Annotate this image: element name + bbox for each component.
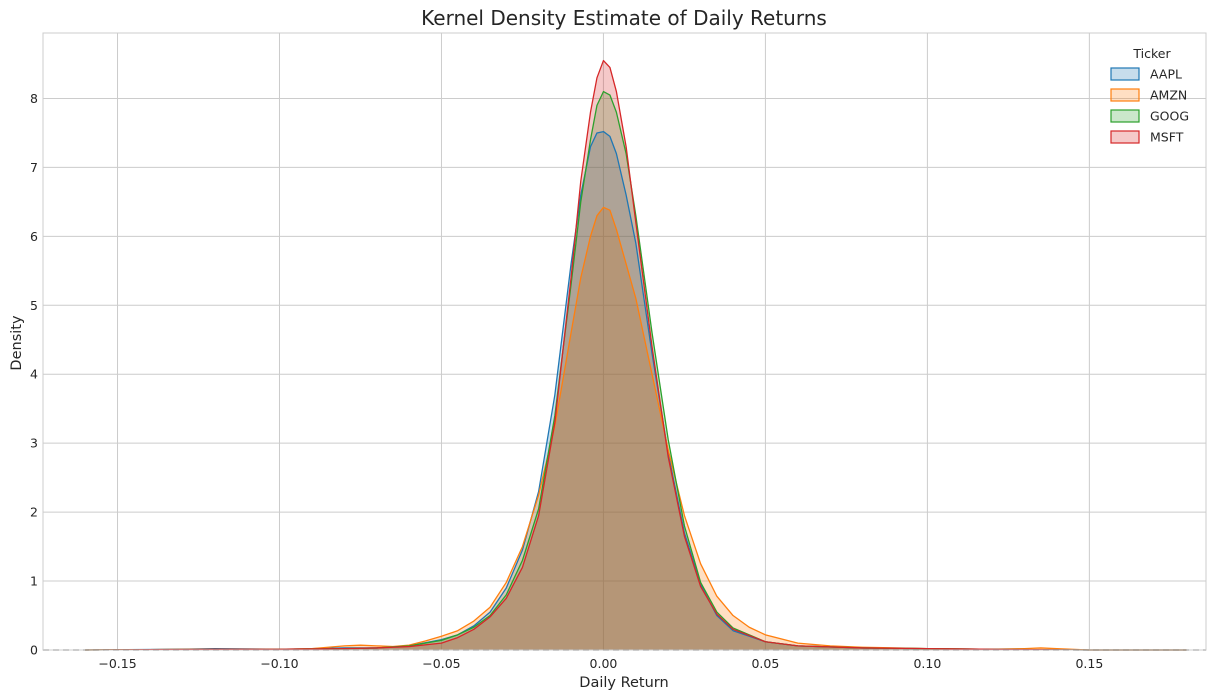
x-tick-label: 0.00: [590, 656, 618, 671]
line-amzn: [85, 206, 1187, 651]
legend-swatch: [1110, 67, 1140, 81]
legend[interactable]: Ticker AAPL AMZN GOOG MSFT: [1110, 46, 1189, 145]
legend-title: Ticker: [1132, 46, 1171, 61]
legend-swatch: [1110, 130, 1140, 144]
y-tick-label: 6: [30, 229, 38, 244]
x-tick-label: 0.05: [751, 656, 779, 671]
legend-label: MSFT: [1150, 130, 1184, 145]
legend-item-aapl[interactable]: AAPL: [1110, 67, 1182, 82]
y-tick-label: 2: [30, 505, 38, 520]
x-axis-label: Daily Return: [579, 675, 668, 691]
y-tick-label: 5: [30, 298, 38, 313]
legend-swatch: [1110, 109, 1140, 123]
legend-swatch: [1110, 88, 1140, 102]
y-tick-label: 7: [30, 160, 38, 175]
x-tick-label: −0.05: [422, 656, 460, 671]
area-amzn: [85, 207, 1187, 650]
legend-item-amzn[interactable]: AMZN: [1110, 88, 1187, 103]
area-aapl: [85, 131, 1187, 650]
x-tick-label: 0.15: [1075, 656, 1103, 671]
chart-title: Kernel Density Estimate of Daily Returns: [421, 6, 827, 30]
legend-label: AMZN: [1150, 88, 1187, 103]
x-tick-label: −0.10: [260, 656, 298, 671]
area-msft: [85, 60, 1187, 650]
y-tick-label: 0: [30, 643, 38, 658]
density-lines: [85, 59, 1187, 651]
x-tick-label: 0.10: [913, 656, 941, 671]
tick-labels: −0.15 −0.10 −0.05 0.00 0.05 0.10 0.15 0 1 2 3 4 5 6 7 8: [30, 91, 1103, 671]
legend-item-msft[interactable]: MSFT: [1110, 130, 1184, 145]
y-tick-label: 3: [30, 436, 38, 451]
density-areas: [85, 60, 1187, 651]
x-tick-label: −0.15: [98, 656, 136, 671]
legend-label: AAPL: [1150, 67, 1182, 82]
y-tick-label: 1: [30, 574, 38, 589]
y-axis-label: Density: [9, 315, 25, 371]
area-goog: [85, 91, 1187, 651]
y-tick-label: 8: [30, 91, 38, 106]
y-tick-label: 4: [30, 367, 38, 382]
line-msft: [85, 59, 1187, 651]
legend-item-goog[interactable]: GOOG: [1110, 109, 1189, 124]
legend-label: GOOG: [1150, 109, 1189, 124]
plot-frame: [42, 32, 1207, 651]
